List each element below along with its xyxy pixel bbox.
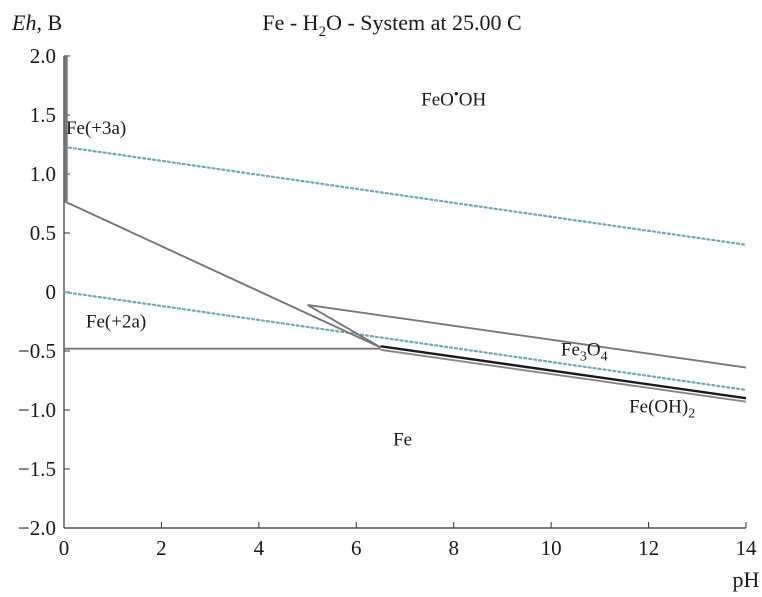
o2-stability-line <box>62 145 748 246</box>
y-tick-label: −0.5 <box>18 339 56 363</box>
label-feoh2: Fe(OH)2 <box>629 396 695 421</box>
y-tick-label: 1.0 <box>30 162 56 186</box>
x-tick-label: 4 <box>254 536 265 560</box>
y-axis-title: Eh, B <box>11 10 62 35</box>
fe-feoh2-boundary <box>380 348 747 403</box>
x-tick-label: 10 <box>541 536 562 560</box>
y-tick-label: −1.5 <box>18 457 56 481</box>
y-tick-label: 0.5 <box>30 221 56 245</box>
label-fe2a: Fe(+2a) <box>86 311 146 332</box>
x-tick-label: 14 <box>736 536 758 560</box>
x-axis-title: pH <box>733 567 760 592</box>
region-labels: FeO•OH Fe(+3a) Fe(+2a) Fe3O4 Fe(OH)2 Fe <box>66 88 695 451</box>
x-tick-label: 6 <box>351 536 362 560</box>
h2-stability-line <box>62 290 748 392</box>
phase-boundaries <box>62 56 748 403</box>
y-tick-label: 0 <box>46 280 57 304</box>
fe3o4-feooh-boundary <box>307 304 747 369</box>
x-tick-label: 8 <box>448 536 459 560</box>
y-tick-label: 2.0 <box>30 44 56 68</box>
y-tick-label: 1.5 <box>30 103 56 127</box>
x-tick-label: 2 <box>156 536 167 560</box>
label-fe3o4: Fe3O4 <box>561 340 608 365</box>
chart-title: Fe - H2O - System at 25.00 C <box>262 10 521 40</box>
fe2-feooh-boundary <box>63 200 382 349</box>
x-tick-label: 0 <box>59 536 70 560</box>
axes <box>63 56 746 529</box>
y-tick-label: −1.0 <box>18 398 56 422</box>
y-tick-label: −2.0 <box>18 516 56 540</box>
x-tick-label: 12 <box>638 536 659 560</box>
ticks: 0 2 4 6 8 10 12 14 2.0 1.5 1.0 0.5 0 −0.5 −1.0 −1.5 −2.0 <box>18 44 757 560</box>
fe2-fe3o4-boundary <box>307 304 382 349</box>
label-fe: Fe <box>393 429 412 450</box>
label-feooh: FeO•OH <box>421 88 486 111</box>
label-fe3a: Fe(+3a) <box>66 118 126 139</box>
fe3o4-feoh2-boundary <box>380 345 747 400</box>
